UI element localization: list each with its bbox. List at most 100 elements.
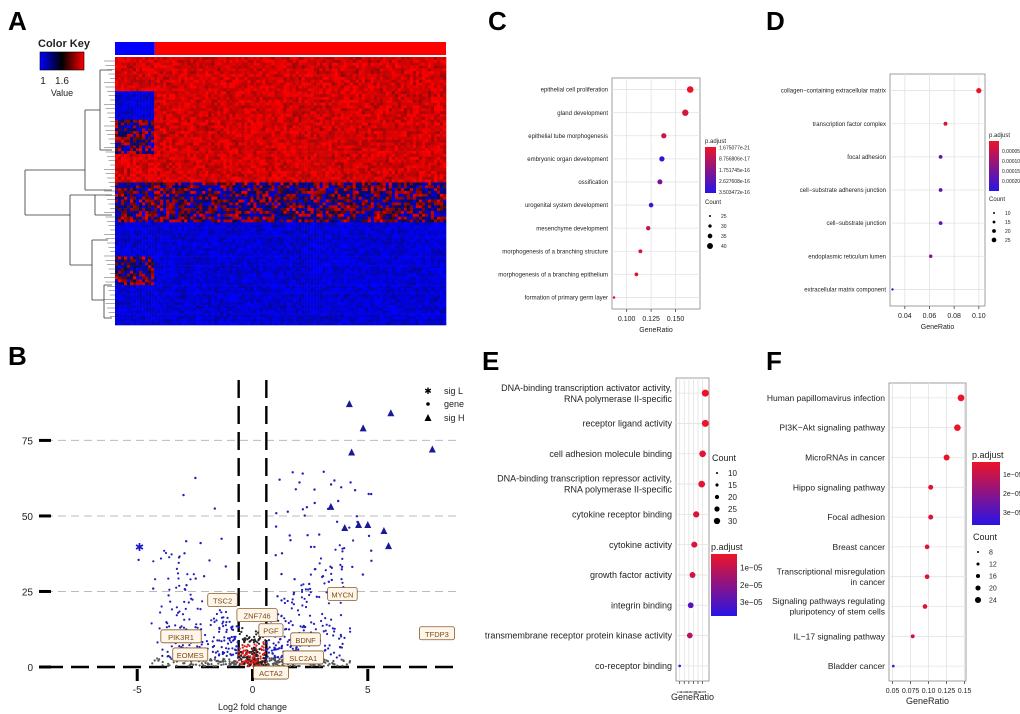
heatmap-cell bbox=[304, 102, 308, 106]
heatmap-cell bbox=[238, 133, 242, 138]
heatmap-cell bbox=[379, 173, 384, 178]
heatmap-cell bbox=[307, 105, 311, 109]
heatmap-cell bbox=[211, 133, 215, 138]
heatmap-cell bbox=[175, 156, 179, 160]
heatmap-cell bbox=[331, 173, 335, 178]
heatmap-cell bbox=[310, 179, 314, 183]
heatmap-cell bbox=[253, 133, 257, 138]
heatmap-cell bbox=[274, 145, 278, 149]
heatmap-cell bbox=[157, 102, 161, 106]
heatmap-cell bbox=[262, 111, 266, 115]
heatmap-cell bbox=[157, 71, 161, 75]
heatmap-cell bbox=[250, 102, 254, 106]
heatmap-cell bbox=[304, 159, 308, 163]
heatmap-cell bbox=[136, 151, 140, 155]
heatmap-cell bbox=[382, 79, 387, 83]
heatmap-cell bbox=[295, 71, 299, 75]
heatmap-cell bbox=[364, 165, 369, 169]
heatmap-cell bbox=[133, 165, 137, 169]
heatmap-cell bbox=[283, 119, 287, 123]
heatmap-cell bbox=[127, 159, 131, 163]
heatmap-cell bbox=[307, 136, 311, 140]
heatmap-cell bbox=[205, 153, 209, 158]
heatmap-cell bbox=[184, 156, 188, 160]
heatmap-cell bbox=[373, 62, 378, 66]
heatmap-cell bbox=[442, 116, 447, 121]
heatmap-cell bbox=[400, 179, 405, 183]
heatmap-cell bbox=[286, 153, 290, 158]
heatmap-cell bbox=[382, 153, 387, 158]
heatmap-cell bbox=[211, 145, 215, 149]
heatmap-cell bbox=[217, 94, 221, 98]
heatmap-cell bbox=[151, 68, 155, 72]
heatmap-cell bbox=[199, 99, 203, 103]
heatmap-cell bbox=[184, 145, 188, 149]
heatmap-cell bbox=[364, 85, 369, 89]
heatmap-cell bbox=[337, 171, 341, 175]
heatmap-cell bbox=[166, 131, 170, 135]
heatmap-cell bbox=[220, 68, 224, 72]
heatmap-cell bbox=[355, 96, 360, 101]
heatmap-cell bbox=[286, 65, 290, 69]
heatmap-cell bbox=[331, 65, 335, 69]
heatmap-cell bbox=[229, 91, 233, 95]
heatmap-cell bbox=[175, 122, 179, 126]
heatmap-cell bbox=[199, 142, 203, 146]
heatmap-cell bbox=[415, 88, 420, 92]
heatmap-cell bbox=[295, 128, 299, 132]
heatmap-cell bbox=[178, 96, 182, 101]
heatmap-cell bbox=[142, 59, 146, 63]
heatmap-cell bbox=[214, 102, 218, 106]
heatmap-cell bbox=[229, 131, 233, 135]
color-key-tick: 1.6 bbox=[55, 76, 69, 87]
heatmap-cell bbox=[196, 62, 200, 66]
heatmap-cell bbox=[220, 111, 224, 115]
heatmap-cell bbox=[331, 105, 335, 109]
heatmap-cell bbox=[139, 151, 143, 155]
heatmap-cell bbox=[115, 108, 119, 112]
heatmap-cell bbox=[259, 179, 263, 183]
heatmap-cell bbox=[172, 185, 176, 189]
heatmap-cell bbox=[415, 182, 420, 186]
heatmap-cell bbox=[391, 108, 396, 112]
heatmap-cell bbox=[331, 94, 335, 98]
heatmap-cell bbox=[214, 173, 218, 178]
heatmap-cell bbox=[205, 57, 209, 61]
heatmap-cell bbox=[208, 119, 212, 123]
heatmap-cell bbox=[310, 82, 314, 86]
heatmap-cell bbox=[298, 62, 302, 66]
heatmap-cell bbox=[259, 82, 263, 86]
heatmap-cell bbox=[364, 79, 369, 83]
heatmap-cell bbox=[310, 96, 314, 101]
heatmap-cell bbox=[406, 156, 411, 160]
heatmap-cell bbox=[253, 148, 257, 152]
heatmap-cell bbox=[430, 168, 435, 172]
heatmap-cell bbox=[241, 122, 245, 126]
heatmap-cell bbox=[427, 168, 432, 172]
heatmap-cell bbox=[364, 116, 369, 121]
heatmap-cell bbox=[274, 88, 278, 92]
heatmap-cell bbox=[124, 85, 128, 89]
heatmap-cell bbox=[235, 88, 239, 92]
heatmap-cell bbox=[418, 96, 423, 101]
heatmap-cell bbox=[313, 91, 317, 95]
heatmap-cell bbox=[292, 99, 296, 103]
heatmap-cell bbox=[313, 99, 317, 103]
heatmap-cell bbox=[418, 111, 423, 115]
heatmap-cell bbox=[211, 162, 215, 166]
heatmap-cell bbox=[241, 62, 245, 66]
heatmap-cell bbox=[349, 125, 354, 129]
heatmap-cell bbox=[316, 142, 320, 146]
heatmap-cell bbox=[139, 171, 143, 175]
heatmap-cell bbox=[142, 119, 146, 123]
heatmap-cell bbox=[130, 57, 134, 61]
heatmap-cell bbox=[307, 82, 311, 86]
heatmap-cell bbox=[394, 62, 399, 66]
heatmap-cell bbox=[343, 59, 347, 63]
heatmap-cell bbox=[259, 136, 263, 140]
heatmap-cell bbox=[424, 108, 429, 112]
heatmap-cell bbox=[181, 185, 185, 189]
heatmap-cell bbox=[271, 145, 275, 149]
heatmap-cell bbox=[202, 139, 206, 143]
heatmap-cell bbox=[430, 105, 435, 109]
